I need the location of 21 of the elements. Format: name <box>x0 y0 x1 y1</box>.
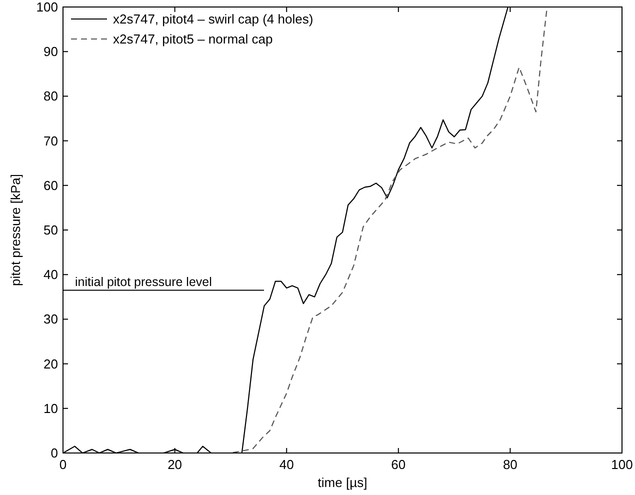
y-tick-label: 80 <box>44 88 58 104</box>
y-tick-label: 40 <box>44 267 58 282</box>
y-tick-label: 20 <box>44 356 58 372</box>
x-tick-label: 40 <box>279 457 294 472</box>
y-tick-label: 50 <box>44 222 58 238</box>
y-tick-label: 10 <box>44 400 58 416</box>
y-axis-title: pitot pressure [kPa] <box>8 174 23 286</box>
y-tick-label: 90 <box>44 44 58 60</box>
x-tick-label: 80 <box>502 457 518 472</box>
y-tick-label: 100 <box>36 0 58 14</box>
y-tick-label: 30 <box>44 312 58 327</box>
ref-line-label: initial pitot pressure level <box>75 275 212 290</box>
x-tick-label: 60 <box>391 457 406 472</box>
x-axis-title: time [µs] <box>318 475 368 490</box>
x-tick-label: 20 <box>168 457 182 472</box>
x-tick-label: 100 <box>611 457 633 472</box>
legend-label: x2s747, pitot5 – normal cap <box>113 32 273 46</box>
y-tick-label: 60 <box>44 178 58 193</box>
y-tick-label: 0 <box>50 446 58 460</box>
legend-label: x2s747, pitot4 – swirl cap (4 holes) <box>113 12 314 26</box>
y-tick-label: 70 <box>44 133 58 148</box>
